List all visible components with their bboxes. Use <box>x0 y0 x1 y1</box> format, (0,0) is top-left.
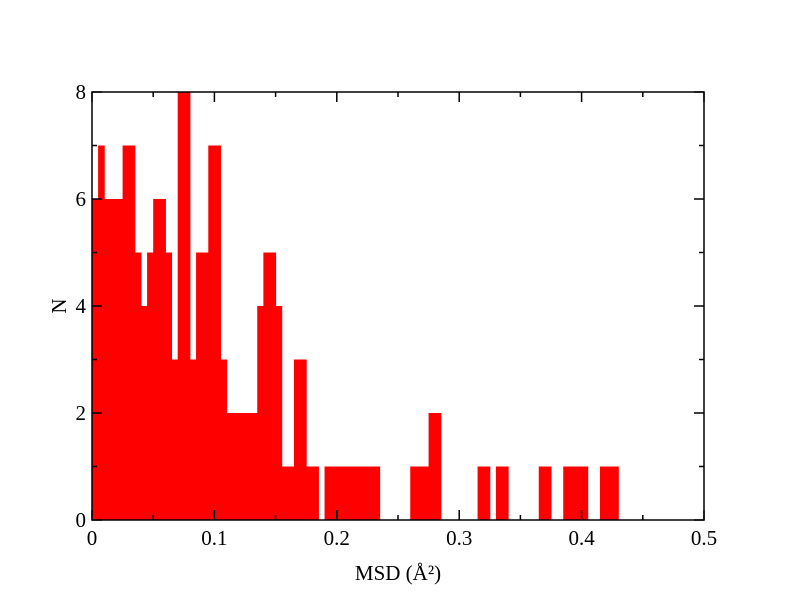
x-tick-label: 0.5 <box>691 526 717 550</box>
bar <box>232 413 240 520</box>
bar <box>563 466 570 520</box>
bar <box>342 466 350 520</box>
bar <box>300 359 307 520</box>
y-tick-label: 8 <box>76 80 87 104</box>
bar <box>324 466 332 520</box>
bar <box>202 252 209 520</box>
bar <box>196 252 203 520</box>
bar <box>330 466 338 520</box>
y-axis-label: N <box>47 298 71 313</box>
bar <box>104 199 111 520</box>
bar <box>495 466 503 520</box>
bar <box>116 199 124 520</box>
bar <box>606 466 613 520</box>
bar <box>263 252 270 520</box>
bar <box>226 413 234 520</box>
bar <box>544 466 552 520</box>
bar <box>349 466 356 520</box>
bar <box>98 145 105 520</box>
bar <box>483 466 491 520</box>
x-axis-label: MSD (Å²) <box>355 561 441 585</box>
bar <box>538 466 546 520</box>
bar <box>214 145 222 520</box>
x-tick-label: 0 <box>87 526 98 550</box>
bar <box>128 145 136 520</box>
bar <box>502 466 509 520</box>
x-tick-label: 0.2 <box>324 526 350 550</box>
bar <box>183 92 191 520</box>
bar <box>312 466 319 520</box>
y-tick-label: 4 <box>76 294 87 318</box>
bar <box>373 466 381 520</box>
bar <box>581 466 589 520</box>
bar <box>189 359 197 520</box>
bar <box>177 92 185 520</box>
bar <box>428 413 436 520</box>
bar <box>477 466 485 520</box>
bar <box>171 359 179 520</box>
bar <box>238 413 246 520</box>
bar <box>306 466 313 520</box>
bar <box>367 466 375 520</box>
bar <box>416 466 423 520</box>
bar <box>355 466 362 520</box>
bar <box>251 413 258 520</box>
bar <box>122 145 130 520</box>
bar <box>220 359 228 520</box>
bar <box>140 306 148 520</box>
bar <box>575 466 583 520</box>
bar <box>153 199 160 520</box>
bar <box>287 466 295 520</box>
bar <box>410 466 417 520</box>
x-tick-label: 0.3 <box>446 526 472 550</box>
bar <box>569 466 576 520</box>
bar <box>134 252 142 520</box>
bar <box>281 466 289 520</box>
x-tick-label: 0.4 <box>568 526 595 550</box>
bar <box>147 252 154 520</box>
bar <box>293 359 301 520</box>
bar <box>361 466 368 520</box>
x-tick-label: 0.1 <box>201 526 227 550</box>
y-tick-label: 2 <box>76 401 87 425</box>
bar <box>245 413 252 520</box>
bar <box>257 306 264 520</box>
bar <box>208 145 215 520</box>
bar <box>422 466 430 520</box>
bar <box>159 199 166 520</box>
bar <box>336 466 344 520</box>
bar <box>165 252 173 520</box>
y-tick-label: 6 <box>76 187 87 211</box>
bar <box>275 306 283 520</box>
bar <box>269 252 277 520</box>
bar <box>599 466 607 520</box>
bar <box>110 199 117 520</box>
bar <box>612 466 619 520</box>
bar <box>434 413 442 520</box>
y-tick-label: 0 <box>76 508 87 532</box>
